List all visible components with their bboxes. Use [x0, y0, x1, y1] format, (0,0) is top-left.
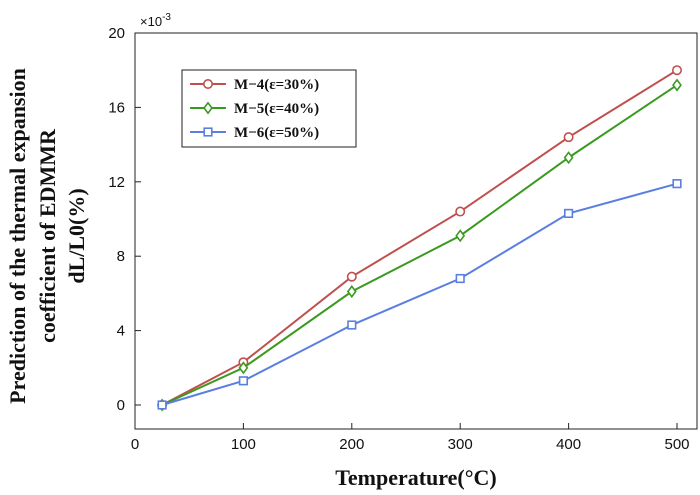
legend-marker [203, 127, 213, 137]
data-point [671, 65, 682, 76]
legend-marker [203, 101, 213, 115]
data-point [238, 376, 249, 386]
series-line [161, 84, 678, 406]
series-line [161, 69, 678, 406]
x-tick-label: 100 [231, 436, 256, 453]
legend: M−4(ε=30%) M−5(ε=40%) M−6(ε=50%) [181, 69, 357, 148]
y-tick-label: 20 [108, 25, 125, 42]
data-point [563, 151, 574, 165]
x-tick-label: 0 [131, 436, 139, 453]
data-point [672, 179, 682, 189]
data-point [563, 208, 574, 219]
data-point [347, 320, 357, 330]
y-tick-label: 12 [108, 174, 125, 191]
data-point [455, 273, 465, 284]
y-tick-label: 8 [117, 248, 125, 265]
x-tick-label: 200 [339, 436, 364, 453]
x-tick-label: 500 [664, 436, 689, 453]
data-point [455, 229, 466, 243]
data-point [455, 206, 466, 217]
data-point [238, 361, 249, 375]
legend-item: M−4(ε=30%) [190, 77, 319, 93]
y-axis-title-line1: Prediction of the thermal expansion [5, 68, 30, 404]
data-point [157, 400, 167, 410]
legend-label: M−5(ε=40%) [234, 101, 319, 117]
y-tick-label: 0 [117, 397, 125, 414]
y-axis-ticks: 0 4 8 12 16 20 [108, 25, 141, 414]
axis-multiplier: ×10-3 [140, 12, 171, 29]
series-layer [157, 65, 682, 412]
series-line [161, 182, 678, 406]
legend-items: M−4(ε=30%) M−5(ε=40%) M−6(ε=50%) [190, 77, 319, 141]
x-axis-ticks: 0 100 200 300 400 500 [131, 423, 690, 453]
data-point [672, 78, 682, 92]
data-point [563, 132, 574, 143]
axis-multiplier-exponent: -3 [162, 12, 171, 23]
data-point [346, 285, 357, 299]
y-tick-label: 16 [108, 99, 125, 116]
x-tick-label: 300 [448, 436, 473, 453]
y-axis-title-line2: coefficient of EDMMR [35, 128, 60, 343]
data-point [346, 271, 357, 282]
legend-item: M−6(ε=50%) [190, 125, 319, 141]
legend-label: M−4(ε=30%) [234, 77, 319, 93]
y-axis-title: Prediction of the thermal expansion coef… [5, 68, 89, 404]
x-tick-label: 400 [556, 436, 581, 453]
y-tick-label: 4 [117, 323, 125, 340]
x-axis-title: Temperature(°C) [335, 465, 497, 490]
legend-item: M−5(ε=40%) [190, 101, 319, 117]
series-3 [157, 179, 682, 410]
plot-frame [134, 32, 698, 430]
legend-label: M−6(ε=50%) [234, 125, 319, 141]
y-axis-title-line3: dL/L0(%) [64, 188, 89, 283]
legend-marker [203, 79, 214, 90]
